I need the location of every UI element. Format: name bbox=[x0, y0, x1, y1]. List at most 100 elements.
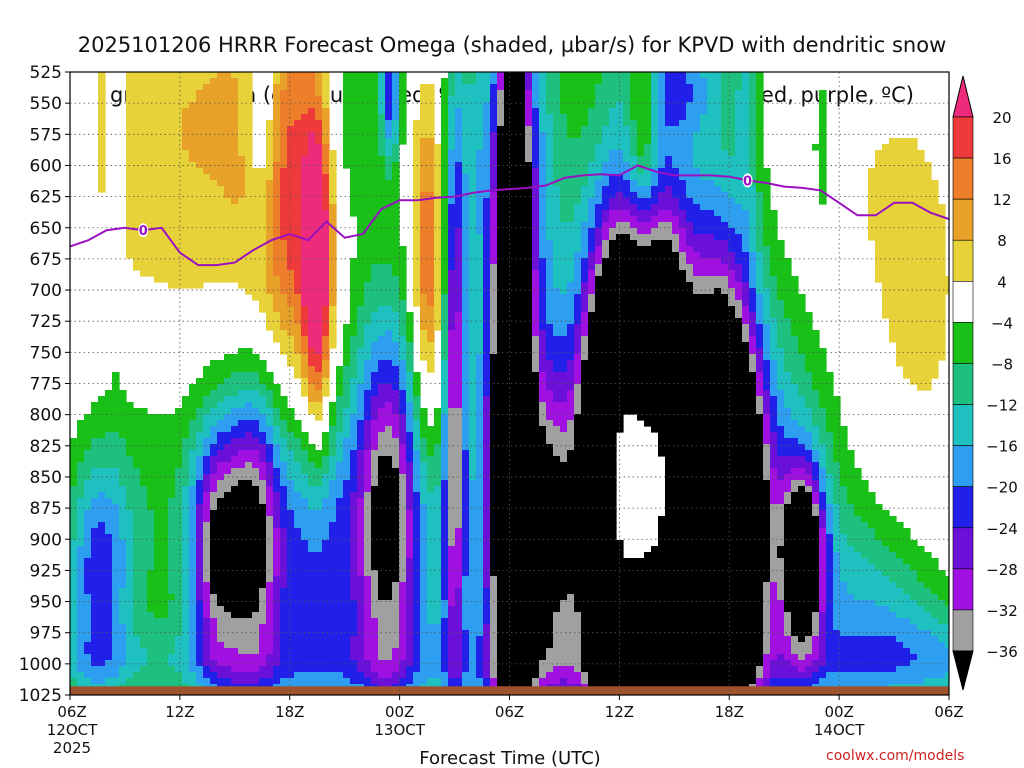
omega-cell bbox=[280, 90, 288, 97]
omega-cell bbox=[273, 432, 281, 439]
omega-cell bbox=[385, 300, 393, 307]
omega-cell bbox=[392, 438, 400, 445]
omega-cell bbox=[252, 570, 260, 577]
omega-cell bbox=[273, 486, 281, 493]
omega-cell bbox=[427, 258, 435, 265]
omega-cell bbox=[322, 660, 330, 667]
omega-cell bbox=[98, 492, 106, 499]
omega-cell bbox=[371, 258, 379, 265]
omega-cell bbox=[266, 156, 274, 163]
omega-cell bbox=[308, 90, 316, 97]
omega-cell bbox=[182, 612, 190, 619]
omega-cell bbox=[287, 594, 295, 601]
omega-cell bbox=[105, 462, 113, 469]
omega-cell bbox=[371, 564, 379, 571]
omega-cell bbox=[434, 498, 442, 505]
omega-cell bbox=[238, 390, 246, 397]
omega-cell bbox=[140, 642, 148, 649]
omega-cell bbox=[392, 522, 400, 529]
omega-cell bbox=[266, 192, 274, 199]
omega-cell bbox=[259, 624, 267, 631]
omega-cell bbox=[420, 84, 428, 91]
omega-cell bbox=[273, 396, 281, 403]
omega-cell bbox=[413, 174, 421, 181]
omega-cell bbox=[294, 576, 302, 583]
omega-cell bbox=[357, 606, 365, 613]
omega-cell bbox=[287, 576, 295, 583]
omega-cell bbox=[420, 630, 428, 637]
omega-cell bbox=[441, 564, 449, 571]
omega-cell bbox=[364, 354, 372, 361]
omega-cell bbox=[84, 594, 92, 601]
omega-cell bbox=[294, 624, 302, 631]
omega-cell bbox=[210, 132, 218, 139]
omega-cell bbox=[154, 474, 162, 481]
omega-cell bbox=[154, 618, 162, 625]
omega-cell bbox=[154, 414, 162, 421]
omega-cell bbox=[266, 180, 274, 187]
omega-cell bbox=[294, 654, 302, 661]
omega-cell bbox=[399, 588, 407, 595]
omega-cell bbox=[273, 120, 281, 127]
omega-cell bbox=[406, 624, 414, 631]
omega-cell bbox=[224, 414, 232, 421]
omega-cell bbox=[378, 192, 386, 199]
omega-cell bbox=[406, 324, 414, 331]
omega-cell bbox=[322, 576, 330, 583]
omega-cell bbox=[462, 426, 470, 433]
omega-cell bbox=[448, 174, 456, 181]
omega-cell bbox=[238, 384, 246, 391]
omega-cell bbox=[140, 240, 148, 247]
omega-cell bbox=[476, 108, 484, 115]
omega-cell bbox=[392, 390, 400, 397]
omega-cell bbox=[308, 366, 316, 373]
omega-cell bbox=[238, 348, 246, 355]
omega-cell bbox=[441, 264, 449, 271]
omega-cell bbox=[385, 228, 393, 235]
omega-cell bbox=[364, 264, 372, 271]
omega-cell bbox=[350, 342, 358, 349]
omega-cell bbox=[357, 252, 365, 259]
omega-cell bbox=[273, 576, 281, 583]
omega-cell bbox=[357, 258, 365, 265]
omega-cell bbox=[448, 492, 456, 499]
omega-cell bbox=[126, 558, 134, 565]
omega-cell bbox=[175, 582, 183, 589]
omega-cell bbox=[238, 630, 246, 637]
omega-cell bbox=[315, 576, 323, 583]
omega-cell bbox=[455, 378, 463, 385]
omega-cell bbox=[308, 120, 316, 127]
omega-cell bbox=[308, 636, 316, 643]
omega-cell bbox=[301, 486, 309, 493]
omega-cell bbox=[154, 654, 162, 661]
omega-cell bbox=[301, 498, 309, 505]
omega-cell bbox=[266, 174, 274, 181]
omega-cell bbox=[189, 420, 197, 427]
omega-cell bbox=[266, 282, 274, 289]
omega-cell bbox=[196, 492, 204, 499]
omega-cell bbox=[308, 168, 316, 175]
omega-cell bbox=[182, 276, 190, 283]
omega-cell bbox=[350, 444, 358, 451]
omega-cell bbox=[329, 288, 337, 295]
omega-cell bbox=[280, 342, 288, 349]
omega-cell bbox=[462, 582, 470, 589]
omega-cell bbox=[161, 150, 169, 157]
omega-cell bbox=[147, 492, 155, 499]
omega-cell bbox=[126, 630, 134, 637]
omega-cell bbox=[245, 624, 253, 631]
omega-cell bbox=[161, 216, 169, 223]
omega-cell bbox=[119, 588, 127, 595]
omega-cell bbox=[350, 138, 358, 145]
omega-cell bbox=[392, 324, 400, 331]
omega-cell bbox=[448, 498, 456, 505]
omega-cell bbox=[210, 102, 218, 109]
omega-cell bbox=[245, 432, 253, 439]
omega-cell bbox=[413, 132, 421, 139]
omega-cell bbox=[301, 126, 309, 133]
omega-cell bbox=[77, 540, 85, 547]
omega-cell bbox=[154, 600, 162, 607]
omega-cell bbox=[273, 150, 281, 157]
omega-cell bbox=[392, 150, 400, 157]
omega-cell bbox=[413, 450, 421, 457]
